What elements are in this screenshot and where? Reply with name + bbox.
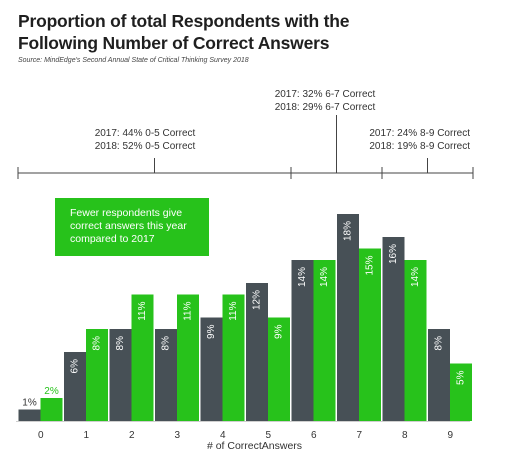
data-label-2018-9: 5% — [456, 370, 467, 385]
bar-2018-5 — [268, 317, 290, 421]
x-tick-label-0: 0 — [38, 430, 44, 441]
data-label-2017-6: 14% — [297, 267, 308, 287]
bar-2017-5 — [246, 283, 268, 421]
data-label-2018-2: 11% — [137, 301, 148, 320]
x-tick-label-3: 3 — [174, 430, 180, 441]
data-label-2018-5: 9% — [274, 324, 285, 339]
x-tick-label-4: 4 — [220, 430, 226, 441]
data-label-2018-3: 11% — [183, 301, 194, 320]
callout-box: Fewer respondents give correct answers t… — [55, 198, 209, 256]
data-label-2017-2: 8% — [115, 336, 126, 351]
x-axis-title: # of CorrectAnswers — [206, 440, 303, 452]
data-label-2017-3: 8% — [161, 336, 172, 351]
bracket-label-0-0: 2017: 44% 0-5 Correct — [95, 128, 196, 139]
chart-title: Proportion of total Respondents with the… — [18, 11, 350, 53]
bar-2018-1 — [86, 329, 108, 421]
x-tick-label-1: 1 — [83, 430, 89, 441]
bar-2017-3 — [155, 329, 177, 421]
bar-2017-6 — [291, 260, 314, 421]
bar-2018-7 — [359, 248, 381, 421]
bar-2017-4 — [200, 317, 223, 421]
chart-source: Source: MindEdge's Second Annual State o… — [18, 57, 249, 64]
data-label-2017-5: 12% — [252, 290, 263, 310]
bracket-label-2-0: 2017: 24% 8-9 Correct — [369, 128, 470, 139]
bar-2018-8 — [404, 260, 427, 421]
data-label-2017-8: 16% — [388, 244, 399, 264]
x-tick-label-5: 5 — [265, 430, 271, 441]
data-label-2017-4: 9% — [206, 324, 217, 339]
data-label-2018-1: 8% — [92, 336, 103, 351]
data-label-2018-7: 15% — [365, 255, 376, 275]
x-tick-label-6: 6 — [311, 430, 317, 441]
data-label-2017-9: 8% — [434, 336, 445, 351]
bracket-label-1-1: 2018: 29% 6-7 Correct — [275, 102, 376, 113]
data-label-2017-7: 18% — [343, 221, 354, 241]
bar-2017-9 — [428, 329, 450, 421]
data-label-2018-6: 14% — [319, 267, 330, 287]
data-label-2018-8: 14% — [410, 267, 421, 287]
data-label-2018-0: 2% — [44, 386, 59, 397]
bar-2018-6 — [313, 260, 336, 421]
bar-2018-4 — [222, 294, 245, 421]
x-tick-label-8: 8 — [402, 430, 408, 441]
data-label-2017-0: 1% — [22, 398, 37, 409]
bar-2017-2 — [109, 329, 132, 421]
bracket-label-2-1: 2018: 19% 8-9 Correct — [369, 141, 470, 152]
bar-2017-8 — [382, 237, 405, 421]
x-tick-label-2: 2 — [129, 430, 135, 441]
bracket-label-0-1: 2018: 52% 0-5 Correct — [95, 141, 196, 152]
bar-2017-0 — [18, 409, 41, 421]
bar-2017-7 — [337, 214, 359, 421]
data-label-2018-4: 11% — [228, 301, 239, 320]
bar-2018-0 — [40, 398, 63, 421]
bar-2018-9 — [450, 363, 472, 421]
data-label-2017-1: 6% — [70, 359, 81, 374]
x-tick-label-7: 7 — [356, 430, 362, 441]
x-tick-label-9: 9 — [447, 430, 453, 441]
bar-2018-2 — [131, 294, 154, 421]
bar-2017-1 — [64, 352, 86, 421]
bar-2018-3 — [177, 294, 199, 421]
bracket-label-1-0: 2017: 32% 6-7 Correct — [275, 89, 376, 100]
